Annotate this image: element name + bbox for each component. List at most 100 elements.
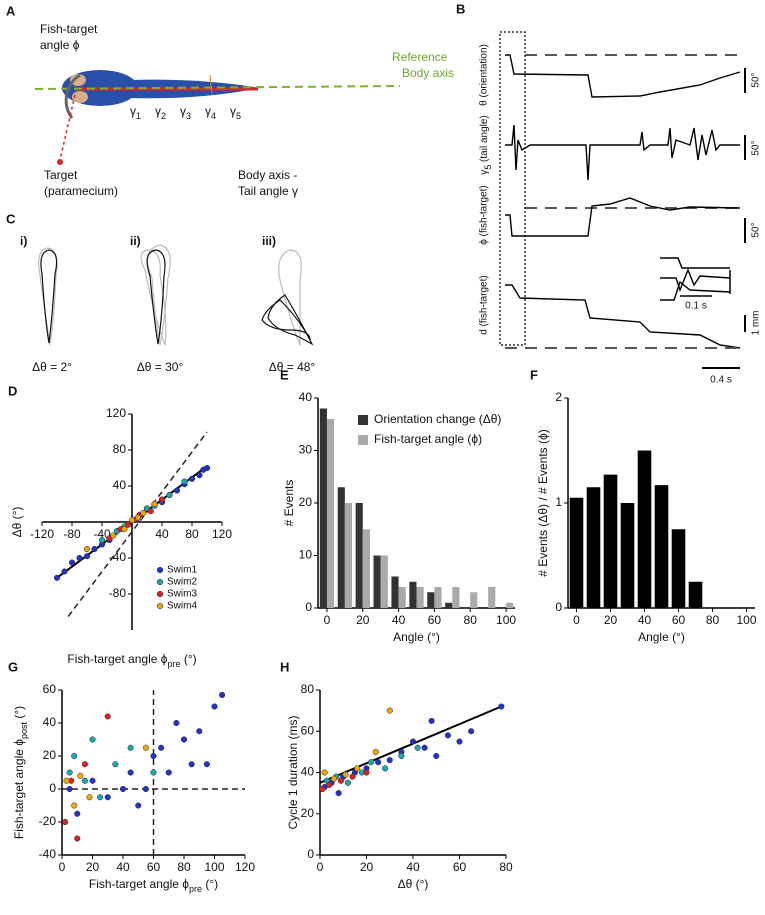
label: Reference — [392, 50, 448, 64]
point — [165, 769, 172, 776]
segment-label: γ4 — [205, 104, 216, 121]
point — [173, 719, 180, 727]
point — [342, 771, 349, 778]
label-sub: pre — [189, 884, 202, 894]
trace-label: γ5 (tail angle) — [479, 115, 494, 174]
bar — [355, 503, 363, 608]
point — [414, 744, 421, 751]
y-tick-label: 20 — [299, 495, 313, 509]
point — [196, 472, 203, 479]
x-tick-label: 80 — [177, 860, 191, 874]
bar — [319, 408, 327, 608]
point — [68, 559, 76, 566]
point — [321, 769, 328, 776]
point — [372, 748, 379, 755]
point — [375, 759, 382, 766]
point — [142, 744, 149, 751]
x-tick-label: 20 — [604, 613, 618, 627]
label-text: Fish-target angle ϕ — [67, 652, 167, 666]
point — [335, 790, 342, 797]
point — [150, 752, 157, 760]
label-sub: pre — [167, 659, 180, 669]
scale-label: 50° — [751, 222, 762, 237]
point — [53, 574, 61, 581]
point — [128, 517, 136, 524]
bar — [603, 474, 618, 608]
legend-swatch — [156, 566, 164, 574]
point — [86, 794, 93, 801]
gamma-index: 3 — [186, 111, 191, 121]
point — [104, 713, 111, 720]
point — [77, 772, 84, 779]
point — [344, 779, 351, 786]
point — [444, 732, 451, 739]
legend-label: Orientation change (Δθ) — [374, 412, 501, 426]
label: Fish-target — [40, 22, 98, 36]
x-tick-label: 80 — [464, 613, 478, 627]
panel-letter: A — [6, 3, 16, 18]
x-tick-label: 100 — [496, 613, 516, 627]
point — [211, 703, 218, 710]
point — [188, 475, 196, 482]
legend-swatch — [156, 590, 164, 598]
bar — [654, 485, 669, 608]
point — [127, 744, 134, 751]
bar — [427, 592, 435, 608]
bar — [620, 503, 635, 608]
segment-label: γ1 — [130, 104, 141, 121]
panel-letter: F — [530, 367, 538, 382]
y-tick-label: 1 — [555, 495, 562, 509]
legend-swatch — [358, 435, 368, 445]
x-tick-label: 40 — [406, 860, 420, 874]
point — [63, 777, 70, 784]
scale-label: 0.1 s — [685, 301, 707, 312]
y-tick-label: 40 — [299, 390, 313, 404]
x-tick-label: 40 — [116, 860, 130, 874]
bar — [445, 602, 453, 608]
gamma-rest: (tail angle) — [479, 115, 490, 164]
bar — [470, 592, 478, 608]
point — [125, 521, 132, 528]
gamma-index: 5 — [483, 165, 493, 170]
scale-label: 0.4 s — [710, 375, 732, 386]
panel-letter: D — [8, 383, 17, 398]
axis-label: # Events (Δθ) / # Events (ϕ) — [536, 429, 550, 576]
point — [382, 765, 389, 772]
point — [181, 478, 188, 485]
panel-letter: B — [456, 1, 465, 16]
panel-letter: G — [8, 659, 18, 674]
axis-label: Δθ (°) — [10, 507, 24, 538]
bar — [326, 419, 335, 608]
y-tick-label: 120 — [106, 406, 126, 420]
y-tick-label: 0 — [555, 600, 562, 614]
point — [354, 765, 361, 772]
x-tick-label: 100 — [736, 613, 756, 627]
point — [83, 553, 91, 560]
scale-label: 1 mm — [751, 311, 762, 336]
axis-label: Δθ (°) — [398, 877, 429, 891]
point — [142, 785, 149, 793]
item-tag: iii) — [262, 234, 276, 248]
label: Body axis — [402, 66, 454, 80]
gamma: γ — [155, 104, 161, 118]
y-tick-label: 20 — [43, 748, 57, 762]
y-tick-label: 0 — [305, 600, 312, 614]
y-tick-label: 30 — [299, 443, 313, 457]
point — [61, 568, 68, 575]
point — [433, 752, 440, 760]
point — [337, 777, 344, 784]
label: Body axis - — [238, 168, 297, 182]
gamma: γ — [130, 104, 136, 118]
point — [319, 785, 326, 793]
x-tick-label: 20 — [360, 860, 374, 874]
point — [151, 500, 158, 508]
bar — [586, 487, 601, 608]
y-tick-label: 0 — [49, 781, 56, 795]
axis-label: Fish-target angle ϕpre (°) — [89, 877, 218, 894]
fit-line — [319, 705, 502, 784]
point — [150, 769, 157, 776]
point — [81, 761, 88, 768]
item-tag: i) — [20, 234, 27, 248]
point — [71, 752, 78, 760]
x-tick-label: 0 — [59, 860, 66, 874]
